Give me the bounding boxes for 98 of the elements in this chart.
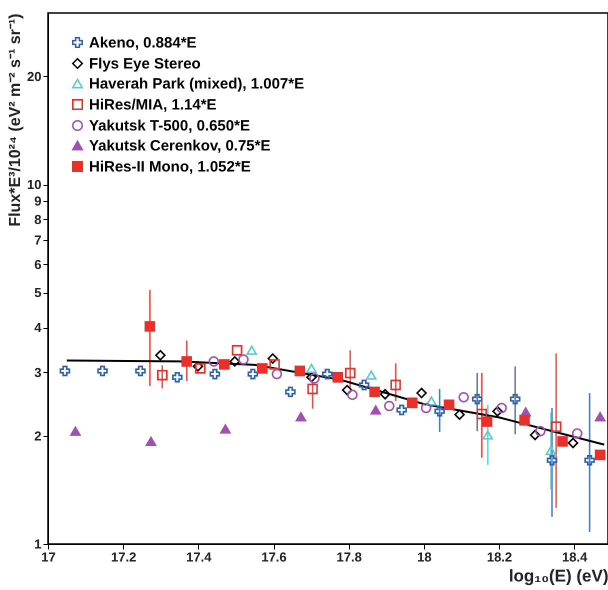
point	[366, 370, 376, 380]
point	[546, 446, 556, 456]
x-tick-label: 17.6	[261, 550, 287, 564]
legend-label: HiRes/MIA, 1.14*E	[89, 96, 217, 114]
point	[309, 373, 320, 384]
point	[434, 406, 445, 417]
point	[347, 390, 358, 400]
point	[369, 386, 380, 398]
y-tick-label: 5	[34, 285, 42, 300]
y-tick-label: 7	[34, 232, 42, 248]
point	[557, 436, 568, 447]
point	[482, 416, 492, 427]
point	[550, 421, 562, 432]
point	[135, 366, 146, 376]
point	[232, 344, 242, 356]
point	[476, 408, 487, 420]
legend-label: Flys Eye Stereo	[89, 56, 201, 72]
point	[172, 372, 183, 383]
y-tick-label: 2	[34, 428, 42, 444]
point	[294, 366, 306, 376]
y-tick-label: 3	[34, 364, 42, 380]
point	[546, 454, 558, 466]
point	[594, 450, 606, 460]
point	[416, 388, 427, 398]
point	[218, 359, 230, 370]
point	[444, 399, 454, 410]
x-axis-title: log₁₀(E) (eV)	[508, 566, 608, 586]
point	[384, 400, 395, 412]
point	[267, 353, 278, 364]
point	[510, 394, 520, 404]
point	[594, 412, 606, 422]
point	[572, 428, 582, 439]
point	[248, 368, 258, 380]
point	[458, 392, 469, 403]
point	[420, 402, 432, 414]
point	[155, 350, 166, 361]
point	[342, 384, 352, 396]
y-axis-title: Flux*E³/10²⁴ (eV² m⁻² s⁻¹ sr⁻¹)	[7, 14, 24, 227]
point	[285, 386, 296, 398]
point	[535, 426, 546, 436]
point	[146, 436, 156, 446]
x-tick-label: 18.4	[562, 550, 588, 564]
point	[332, 372, 344, 383]
legend-label: Yakutsk T-500, 0.650*E	[89, 118, 250, 134]
point	[496, 402, 507, 414]
point	[426, 396, 437, 406]
y-tick-label: 9	[34, 193, 42, 208]
x-tick-label: 17	[41, 550, 56, 564]
x-tick-label: 18.2	[486, 550, 512, 564]
point	[454, 409, 465, 420]
point	[306, 372, 317, 383]
point	[492, 406, 503, 417]
point	[60, 366, 70, 376]
y-tick-label: 6	[34, 256, 42, 272]
point	[472, 394, 482, 404]
point	[156, 370, 168, 380]
point	[344, 368, 356, 378]
point	[530, 430, 540, 440]
point	[406, 398, 418, 408]
point	[208, 356, 220, 367]
point	[584, 454, 595, 466]
point	[396, 404, 407, 416]
point	[307, 384, 318, 394]
point	[482, 430, 494, 440]
point	[181, 356, 192, 367]
legend-label: Akeno, 0.884*E	[89, 34, 197, 52]
point	[269, 359, 280, 370]
point	[296, 412, 306, 422]
y-tick-label: 8	[34, 212, 42, 227]
x-tick-label: 17.4	[186, 550, 212, 564]
point	[272, 368, 282, 380]
point	[519, 414, 530, 426]
x-tick-label: 18	[417, 550, 432, 564]
legend-label: Haverah Park (mixed), 1.007*E	[89, 76, 304, 92]
point	[568, 438, 578, 448]
point	[70, 426, 81, 436]
point	[370, 405, 382, 415]
point	[306, 364, 317, 374]
y-tick-label: 20	[27, 68, 42, 84]
legend-label: Yakutsk Cerenkov, 0.75*E	[89, 138, 270, 154]
point	[144, 321, 156, 332]
legend-label: HiRes-II Mono, 1.052*E	[89, 158, 251, 176]
y-tick-label: 1	[34, 536, 42, 552]
point	[220, 424, 231, 434]
point	[322, 368, 333, 380]
point	[97, 366, 108, 376]
point	[238, 354, 249, 365]
point	[380, 388, 390, 400]
x-tick-label: 17.2	[111, 550, 136, 564]
point	[256, 363, 268, 374]
x-tick-label: 17.8	[336, 550, 362, 564]
point	[210, 368, 220, 380]
point	[246, 346, 257, 355]
point	[230, 356, 240, 367]
y-tick-label: 10	[27, 177, 42, 192]
y-tick-label: 4	[34, 320, 42, 336]
point	[390, 380, 401, 390]
point	[358, 380, 370, 390]
